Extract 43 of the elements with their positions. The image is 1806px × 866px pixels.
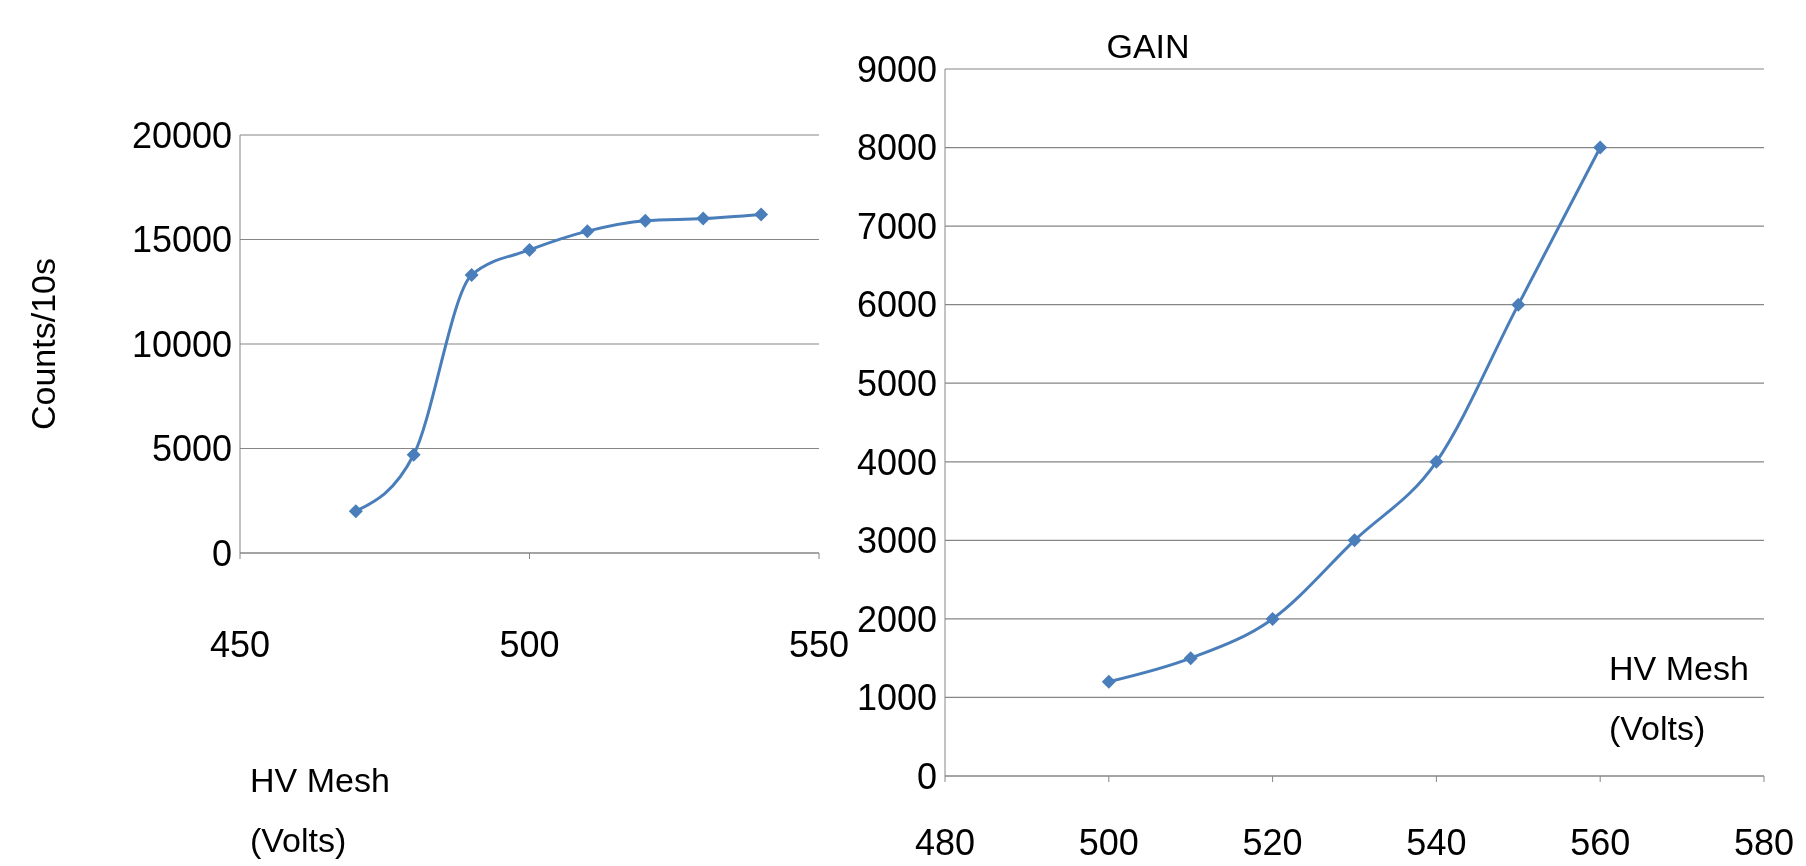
y-tick-label: 9000 xyxy=(856,48,937,90)
y-tick-label: 7000 xyxy=(856,205,937,247)
point xyxy=(348,504,363,519)
x-tick-label: 560 xyxy=(1570,821,1631,863)
y-tick-label: 0 xyxy=(211,532,232,574)
x-tick-label: 500 xyxy=(499,623,560,665)
y-tick-label: 10000 xyxy=(131,323,232,365)
y-tick-label: 2000 xyxy=(856,598,937,640)
x-axis-title: HV Mesh (Volts) xyxy=(250,760,390,861)
point xyxy=(1347,533,1362,548)
y-tick-label: 20000 xyxy=(131,114,232,156)
point xyxy=(580,224,595,239)
y-tick-label: 3000 xyxy=(856,520,937,562)
point xyxy=(638,213,653,228)
y-tick-label: 0 xyxy=(916,755,937,797)
point xyxy=(1265,611,1280,626)
x-axis-title: HV Mesh (Volts) xyxy=(1609,648,1749,749)
point xyxy=(696,211,711,226)
y-tick-label: 4000 xyxy=(856,441,937,483)
point xyxy=(406,447,421,462)
x-tick-label: 550 xyxy=(788,623,850,665)
point xyxy=(1593,140,1608,155)
x-tick-label: 450 xyxy=(209,623,271,665)
point xyxy=(754,207,769,222)
y-tick-label: 5000 xyxy=(151,428,232,470)
point xyxy=(1101,674,1116,689)
y-tick-label: 15000 xyxy=(131,219,232,261)
x-tick-label: 500 xyxy=(1078,821,1139,863)
x-tick-label: 480 xyxy=(914,821,976,863)
y-axis-title: Counts/10s xyxy=(23,258,63,430)
point xyxy=(1429,454,1444,469)
y-tick-label: 1000 xyxy=(856,677,937,719)
y-tick-label: 5000 xyxy=(856,363,937,404)
x-tick-label: 520 xyxy=(1242,821,1303,863)
y-tick-label: 8000 xyxy=(856,127,937,169)
x-tick-label: 540 xyxy=(1406,821,1467,863)
point xyxy=(1183,651,1198,666)
chart-title: GAIN xyxy=(1106,26,1190,67)
point xyxy=(464,268,479,283)
x-tick-label: 580 xyxy=(1733,821,1795,863)
point xyxy=(1511,297,1526,312)
y-tick-label: 6000 xyxy=(856,284,937,326)
point xyxy=(522,242,537,257)
